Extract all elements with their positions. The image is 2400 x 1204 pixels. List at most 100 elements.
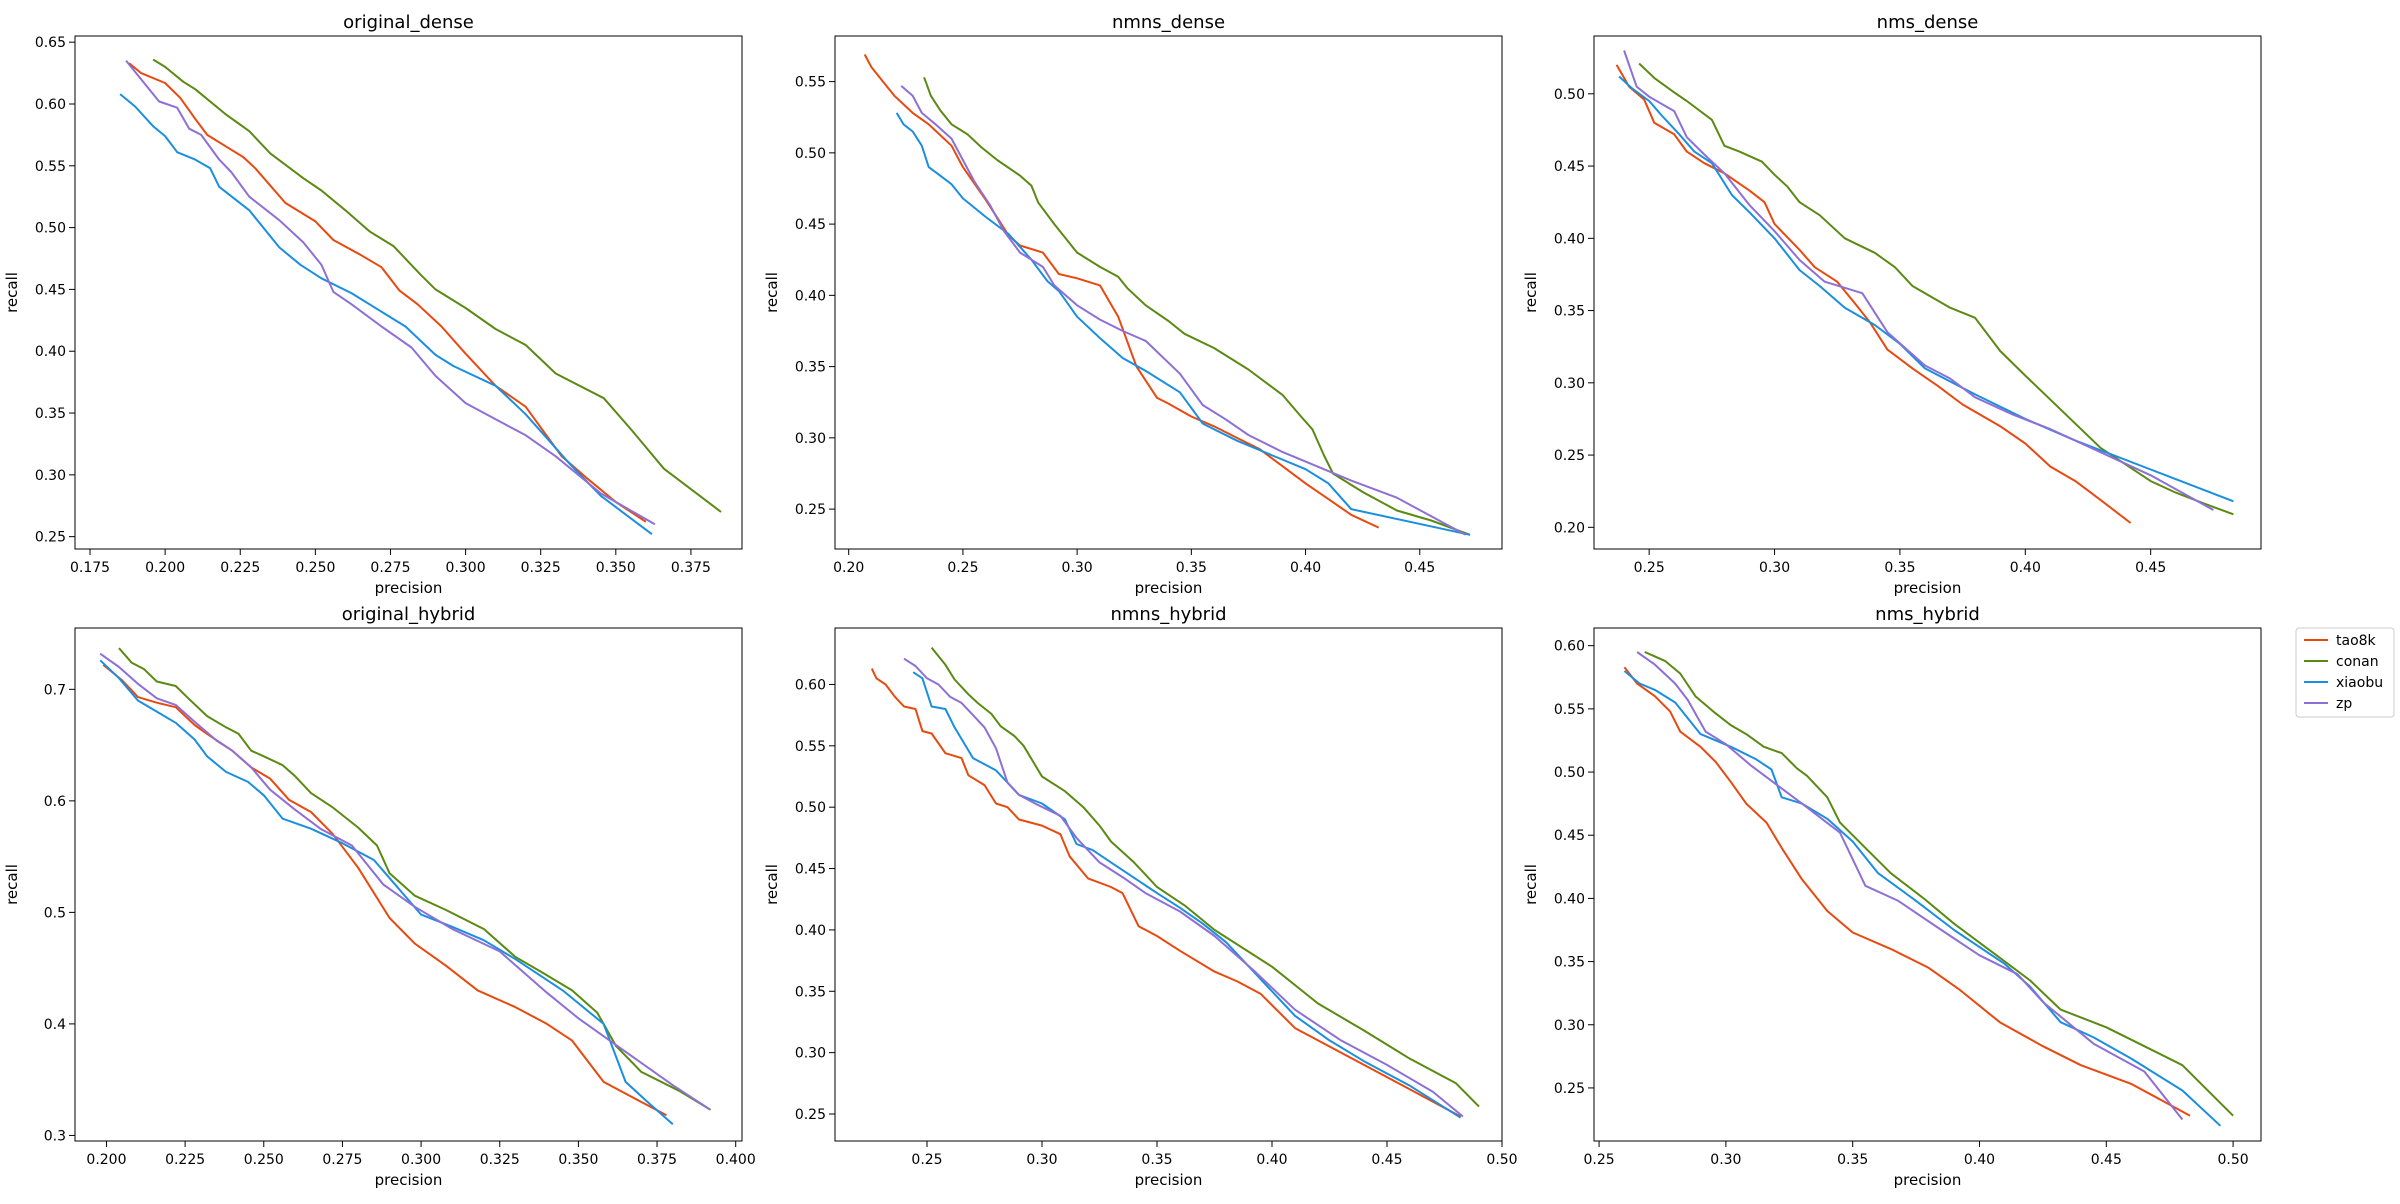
y-tick-label: 0.55 <box>795 739 826 755</box>
x-tick-label: 0.375 <box>637 1152 677 1168</box>
plot-frame <box>74 35 743 550</box>
x-tick-label: 0.50 <box>1486 1152 1517 1168</box>
series-line-tao8k <box>870 668 1462 1118</box>
plot-frame <box>1593 35 2262 550</box>
x-tick-label: 0.300 <box>401 1152 441 1168</box>
subplot-title: nms_hybrid <box>1875 604 1980 625</box>
x-tick-label: 0.35 <box>1141 1152 1172 1168</box>
legend-label-tao8k: tao8k <box>2336 633 2377 649</box>
y-axis-label: recall <box>3 272 21 313</box>
x-tick-label: 0.25 <box>911 1152 942 1168</box>
legend-box <box>2295 627 2395 718</box>
x-tick-label: 0.45 <box>1371 1152 1402 1168</box>
y-axis-label: recall <box>3 864 21 905</box>
y-tick-label: 0.30 <box>35 468 66 484</box>
y-tick-label: 0.35 <box>35 406 66 422</box>
x-tick-label: 0.40 <box>1256 1152 1287 1168</box>
series-line-zp <box>900 85 1466 536</box>
x-tick-label: 0.35 <box>1884 560 1915 576</box>
y-tick-label: 0.40 <box>1554 891 1585 907</box>
plot-frame <box>74 627 743 1142</box>
y-tick-label: 0.5 <box>44 905 66 921</box>
y-tick-label: 0.6 <box>44 794 66 810</box>
x-tick-label: 0.200 <box>86 1152 126 1168</box>
y-axis-label: recall <box>1522 272 1540 313</box>
legend: tao8k conan xiaobu zp <box>2295 627 2395 718</box>
y-tick-label: 0.45 <box>1554 828 1585 844</box>
series-group <box>1615 50 2234 524</box>
y-tick-label: 0.50 <box>795 800 826 816</box>
subplot-nmns_dense: 0.20 0.25 0.30 0.35 0.40 0.45 0.25 0.30 0.35 0.40… <box>763 12 1503 597</box>
y-tick-label: 0.25 <box>795 1107 826 1123</box>
y-tick-label: 0.50 <box>795 146 826 162</box>
series-line-conan <box>152 58 722 513</box>
x-tick-label: 0.25 <box>947 560 978 576</box>
x-tick-label: 0.325 <box>480 1152 520 1168</box>
legend-label-zp: zp <box>2336 696 2352 712</box>
plot-frame <box>1593 627 2262 1142</box>
x-tick-label: 0.35 <box>1176 560 1207 576</box>
series-group <box>119 58 722 535</box>
x-tick-label: 0.30 <box>1710 1152 1741 1168</box>
y-axis-label: recall <box>763 864 781 905</box>
series-line-zp <box>125 60 656 526</box>
y-tick-label: 0.20 <box>1554 520 1585 536</box>
y-tick-label: 0.55 <box>35 159 66 175</box>
x-tick-label: 0.350 <box>558 1152 598 1168</box>
x-tick-label: 0.50 <box>2218 1152 2249 1168</box>
y-tick-label: 0.25 <box>1554 448 1585 464</box>
y-tick-label: 0.40 <box>35 344 66 360</box>
y-tick-label: 0.50 <box>1554 87 1585 103</box>
legend-label-conan: conan <box>2336 654 2379 670</box>
y-tick-label: 0.60 <box>795 677 826 693</box>
y-tick-label: 0.55 <box>795 75 826 91</box>
x-tick-label: 0.250 <box>295 560 335 576</box>
series-line-conan <box>1644 651 2234 1117</box>
x-axis-label: precision <box>1894 1171 1962 1189</box>
x-tick-label: 0.350 <box>596 560 636 576</box>
series-group <box>99 647 712 1126</box>
y-axis-label: recall <box>763 272 781 313</box>
x-tick-label: 0.400 <box>716 1152 756 1168</box>
series-line-tao8k <box>863 54 1380 529</box>
x-tick-label: 0.35 <box>1837 1152 1868 1168</box>
series-line-conan <box>118 647 712 1111</box>
series-line-tao8k <box>102 664 667 1117</box>
x-axis-label: precision <box>1894 579 1962 597</box>
y-tick-label: 0.40 <box>1554 231 1585 247</box>
y-tick-label: 0.35 <box>795 360 826 376</box>
x-tick-label: 0.25 <box>1634 560 1665 576</box>
x-tick-label: 0.45 <box>2135 560 2166 576</box>
y-tick-label: 0.30 <box>1554 1018 1585 1034</box>
y-tick-label: 0.65 <box>35 35 66 51</box>
series-group <box>1623 651 2234 1127</box>
x-tick-label: 0.275 <box>322 1152 362 1168</box>
x-axis-label: precision <box>375 579 443 597</box>
x-tick-label: 0.25 <box>1583 1152 1614 1168</box>
subplot-original_dense: 0.175 0.200 0.225 0.250 0.275 0.300 0.325 0.350… <box>3 12 743 597</box>
y-tick-label: 0.7 <box>44 682 66 698</box>
y-tick-label: 0.30 <box>1554 376 1585 392</box>
x-tick-label: 0.45 <box>1404 560 1435 576</box>
x-tick-label: 0.40 <box>2010 560 2041 576</box>
series-group <box>870 646 1480 1119</box>
x-tick-label: 0.175 <box>70 560 110 576</box>
series-line-conan <box>923 76 1471 536</box>
x-tick-label: 0.300 <box>446 560 486 576</box>
series-line-zp <box>99 652 712 1111</box>
y-tick-label: 0.35 <box>1554 304 1585 320</box>
y-tick-label: 0.45 <box>35 282 66 298</box>
y-tick-label: 0.60 <box>35 97 66 113</box>
y-tick-label: 0.25 <box>35 530 66 546</box>
y-tick-label: 0.50 <box>1554 765 1585 781</box>
y-axis-label: recall <box>1522 864 1540 905</box>
x-axis-label: precision <box>1135 579 1203 597</box>
series-line-xiaobu <box>912 671 1462 1119</box>
x-tick-label: 0.200 <box>145 560 185 576</box>
plot-frame <box>834 627 1503 1142</box>
y-tick-label: 0.60 <box>1554 639 1585 655</box>
y-tick-label: 0.3 <box>44 1128 66 1144</box>
subplot-title: nmns_hybrid <box>1110 604 1226 625</box>
y-tick-label: 0.4 <box>44 1017 66 1033</box>
series-line-tao8k <box>128 62 647 523</box>
